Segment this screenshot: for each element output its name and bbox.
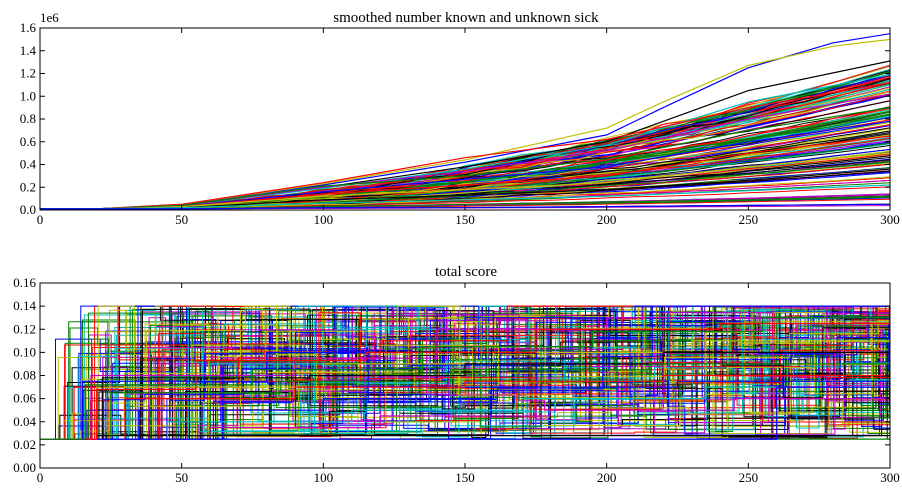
x-tick-label: 150 bbox=[455, 470, 475, 485]
x-tick-label: 0 bbox=[37, 470, 44, 485]
x-tick-label: 50 bbox=[175, 212, 188, 227]
series-line bbox=[40, 305, 890, 440]
series-line bbox=[40, 312, 890, 440]
y-tick-label: 0.14 bbox=[13, 298, 36, 313]
series-line bbox=[40, 317, 890, 440]
series-line bbox=[40, 309, 890, 440]
series-line bbox=[40, 320, 890, 440]
series-line bbox=[40, 322, 890, 440]
x-tick-label: 50 bbox=[175, 470, 188, 485]
series-line bbox=[40, 305, 890, 440]
series-line bbox=[40, 374, 890, 440]
chart-total-score: total score 0 50 100 150 200 250 300 0.00 0.02 0.… bbox=[13, 264, 900, 485]
series-line bbox=[40, 305, 890, 440]
y-tick-label: 0.02 bbox=[13, 437, 36, 452]
y-tick-label: 0.04 bbox=[13, 414, 36, 429]
x-tick-label: 100 bbox=[314, 212, 334, 227]
y-tick-label: 0.00 bbox=[13, 460, 36, 475]
x-tick-label: 200 bbox=[597, 212, 617, 227]
series-line bbox=[40, 310, 890, 440]
y-tick-label: 0.4 bbox=[20, 157, 37, 172]
chart-title: total score bbox=[435, 264, 497, 280]
chart-title: smoothed number known and unknown sick bbox=[333, 10, 599, 26]
y-tick-label: 1.0 bbox=[20, 88, 36, 103]
series-line bbox=[40, 315, 890, 440]
y-tick-label: 0.0 bbox=[20, 202, 36, 217]
x-tick-label: 100 bbox=[314, 470, 334, 485]
y-tick-label: 0.06 bbox=[13, 391, 36, 406]
x-tick-label: 300 bbox=[880, 212, 900, 227]
series-line bbox=[40, 305, 890, 440]
x-tick-label: 200 bbox=[597, 470, 617, 485]
series-line bbox=[40, 351, 890, 440]
plot-area bbox=[40, 305, 890, 440]
y-tick-label: 1.2 bbox=[20, 66, 36, 81]
series-line bbox=[40, 380, 890, 440]
y-tick-label: 0.6 bbox=[20, 134, 37, 149]
y-tick-label: 0.16 bbox=[13, 275, 36, 290]
series-line bbox=[40, 386, 890, 440]
series-line bbox=[40, 305, 890, 440]
series-line bbox=[40, 305, 890, 440]
series-line bbox=[40, 392, 890, 440]
series-line bbox=[40, 305, 890, 440]
series-line bbox=[40, 386, 890, 440]
x-tick-label: 250 bbox=[739, 470, 759, 485]
x-tick-label: 300 bbox=[880, 470, 900, 485]
series-line bbox=[40, 363, 890, 440]
y-tick-label: 0.10 bbox=[13, 344, 36, 359]
series-line bbox=[40, 203, 890, 210]
y-tick-label: 1.6 bbox=[20, 20, 37, 35]
chart-smoothed-sick: smoothed number known and unknown sick 1… bbox=[20, 10, 900, 227]
y-tick-label: 0.2 bbox=[20, 179, 36, 194]
series-line bbox=[40, 305, 890, 440]
series-line bbox=[40, 305, 890, 440]
y-offset-label: 1e6 bbox=[40, 10, 59, 25]
series-line bbox=[40, 305, 890, 440]
y-tick-label: 0.8 bbox=[20, 111, 36, 126]
x-tick-label: 150 bbox=[455, 212, 475, 227]
y-tick-label: 1.4 bbox=[20, 43, 37, 58]
plot-area bbox=[40, 33, 890, 210]
x-tick-label: 0 bbox=[37, 212, 44, 227]
series-line bbox=[40, 305, 890, 440]
y-tick-label: 0.08 bbox=[13, 368, 36, 383]
x-tick-label: 250 bbox=[739, 212, 759, 227]
y-tick-label: 0.12 bbox=[13, 321, 36, 336]
